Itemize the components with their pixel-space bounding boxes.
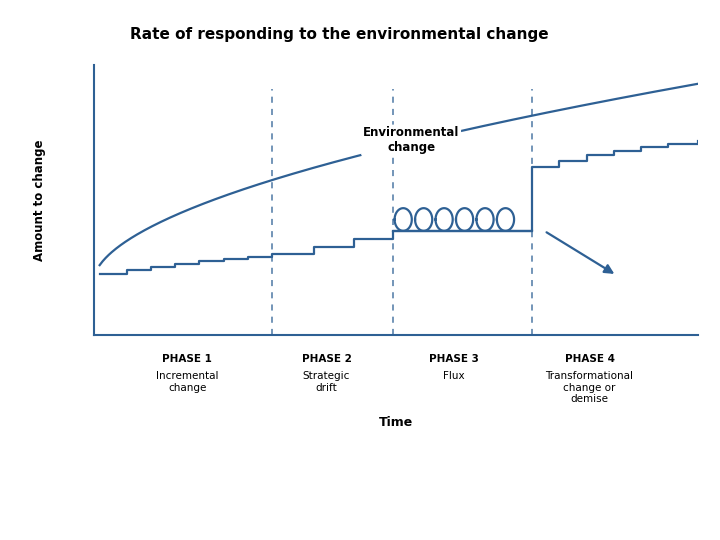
Text: PHASE 3: PHASE 3 (428, 354, 478, 364)
Text: Amount to change: Amount to change (32, 139, 45, 261)
Text: Strategic
drift: Strategic drift (303, 372, 350, 393)
Text: Rate of responding to the environmental change: Rate of responding to the environmental … (130, 27, 548, 42)
Text: Time: Time (379, 416, 413, 429)
Text: PHASE 2: PHASE 2 (302, 354, 351, 364)
Text: Transformational
change or
demise: Transformational change or demise (546, 372, 634, 404)
Text: Incremental
change: Incremental change (156, 372, 219, 393)
Text: Environmental
change: Environmental change (363, 126, 459, 154)
Text: PHASE 1: PHASE 1 (163, 354, 212, 364)
Text: Flux: Flux (443, 372, 464, 381)
Text: PHASE 4: PHASE 4 (564, 354, 615, 364)
